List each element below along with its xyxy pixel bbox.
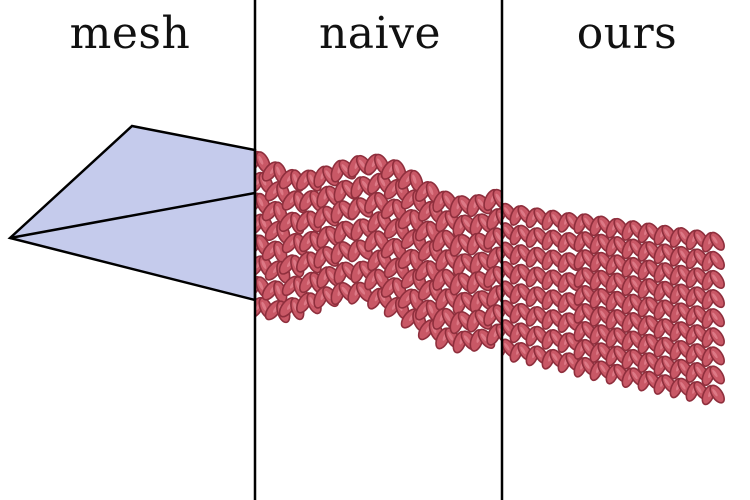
knit-stitch [432,190,459,213]
knit-stitch [701,327,725,348]
knit-stitch [541,329,565,350]
knit-stitch [557,292,581,313]
knit-stitch [701,346,725,368]
knit-stitch [449,233,476,257]
knit-stitch [669,358,693,380]
knit-stitch [573,320,597,342]
mesh-diagonal [9,191,256,240]
panel-label-naive: naive [318,8,442,59]
knit-stitch [525,246,549,268]
panel-label-ours: ours [576,8,678,59]
panel-label-mesh: mesh [69,8,191,59]
knit-stitch [541,269,565,291]
knit-stitch [653,280,677,302]
knit-stitch [701,384,725,406]
ours-knit-illustration [502,202,725,406]
knit-stitch [653,224,677,246]
knit-stitch [486,323,502,346]
knit-stitch [525,306,549,327]
mesh-quad [7,124,257,302]
knit-stitch [685,229,709,251]
knit-stitch [525,286,549,308]
knit-stitch [573,303,597,324]
knit-stitch [541,309,565,330]
knit-stitch [483,265,502,289]
knit-stitch [486,208,502,231]
naive-knit-illustration [255,150,502,354]
knit-stitch [483,304,502,327]
knit-stitch [557,272,581,293]
knit-stitch [414,181,441,204]
knit-stitch [701,269,725,291]
knit-stitch [685,248,709,270]
knit-stitch [701,250,725,272]
knit-stitch [486,284,502,308]
knit-stitch [605,345,629,367]
knit-stitch [701,289,725,310]
knit-stitch [347,281,374,305]
knit-stitch [449,195,476,219]
knit-stitch [701,231,725,253]
knit-stitch [557,312,581,334]
knit-stitch [435,249,462,272]
mesh-illustration [7,124,257,302]
knit-stitch [701,365,725,387]
knit-stitch [701,308,725,329]
knit-stitch [541,348,565,370]
